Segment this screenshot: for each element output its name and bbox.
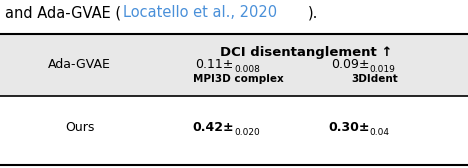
Text: 0.008: 0.008 bbox=[234, 65, 260, 74]
Text: 0.020: 0.020 bbox=[234, 128, 260, 137]
Text: 0.30±: 0.30± bbox=[328, 121, 370, 134]
Text: 0.019: 0.019 bbox=[370, 65, 395, 74]
Text: ).: ). bbox=[308, 5, 318, 20]
Bar bbox=[0, 34, 468, 96]
Text: 0.11±: 0.11± bbox=[196, 58, 234, 71]
Text: MPI3D complex: MPI3D complex bbox=[193, 74, 284, 84]
Text: 3DIdent: 3DIdent bbox=[351, 74, 398, 84]
Text: 0.09±: 0.09± bbox=[331, 58, 370, 71]
Text: 0.42±: 0.42± bbox=[192, 121, 234, 134]
Text: 0.04: 0.04 bbox=[370, 128, 390, 137]
Text: Ours: Ours bbox=[65, 121, 94, 134]
Text: Locatello et al., 2020: Locatello et al., 2020 bbox=[123, 5, 277, 20]
Text: DCI disentanglement ↑: DCI disentanglement ↑ bbox=[220, 46, 393, 59]
Text: Ada-GVAE: Ada-GVAE bbox=[48, 58, 111, 71]
Text: and Ada-GVAE (: and Ada-GVAE ( bbox=[5, 5, 121, 20]
